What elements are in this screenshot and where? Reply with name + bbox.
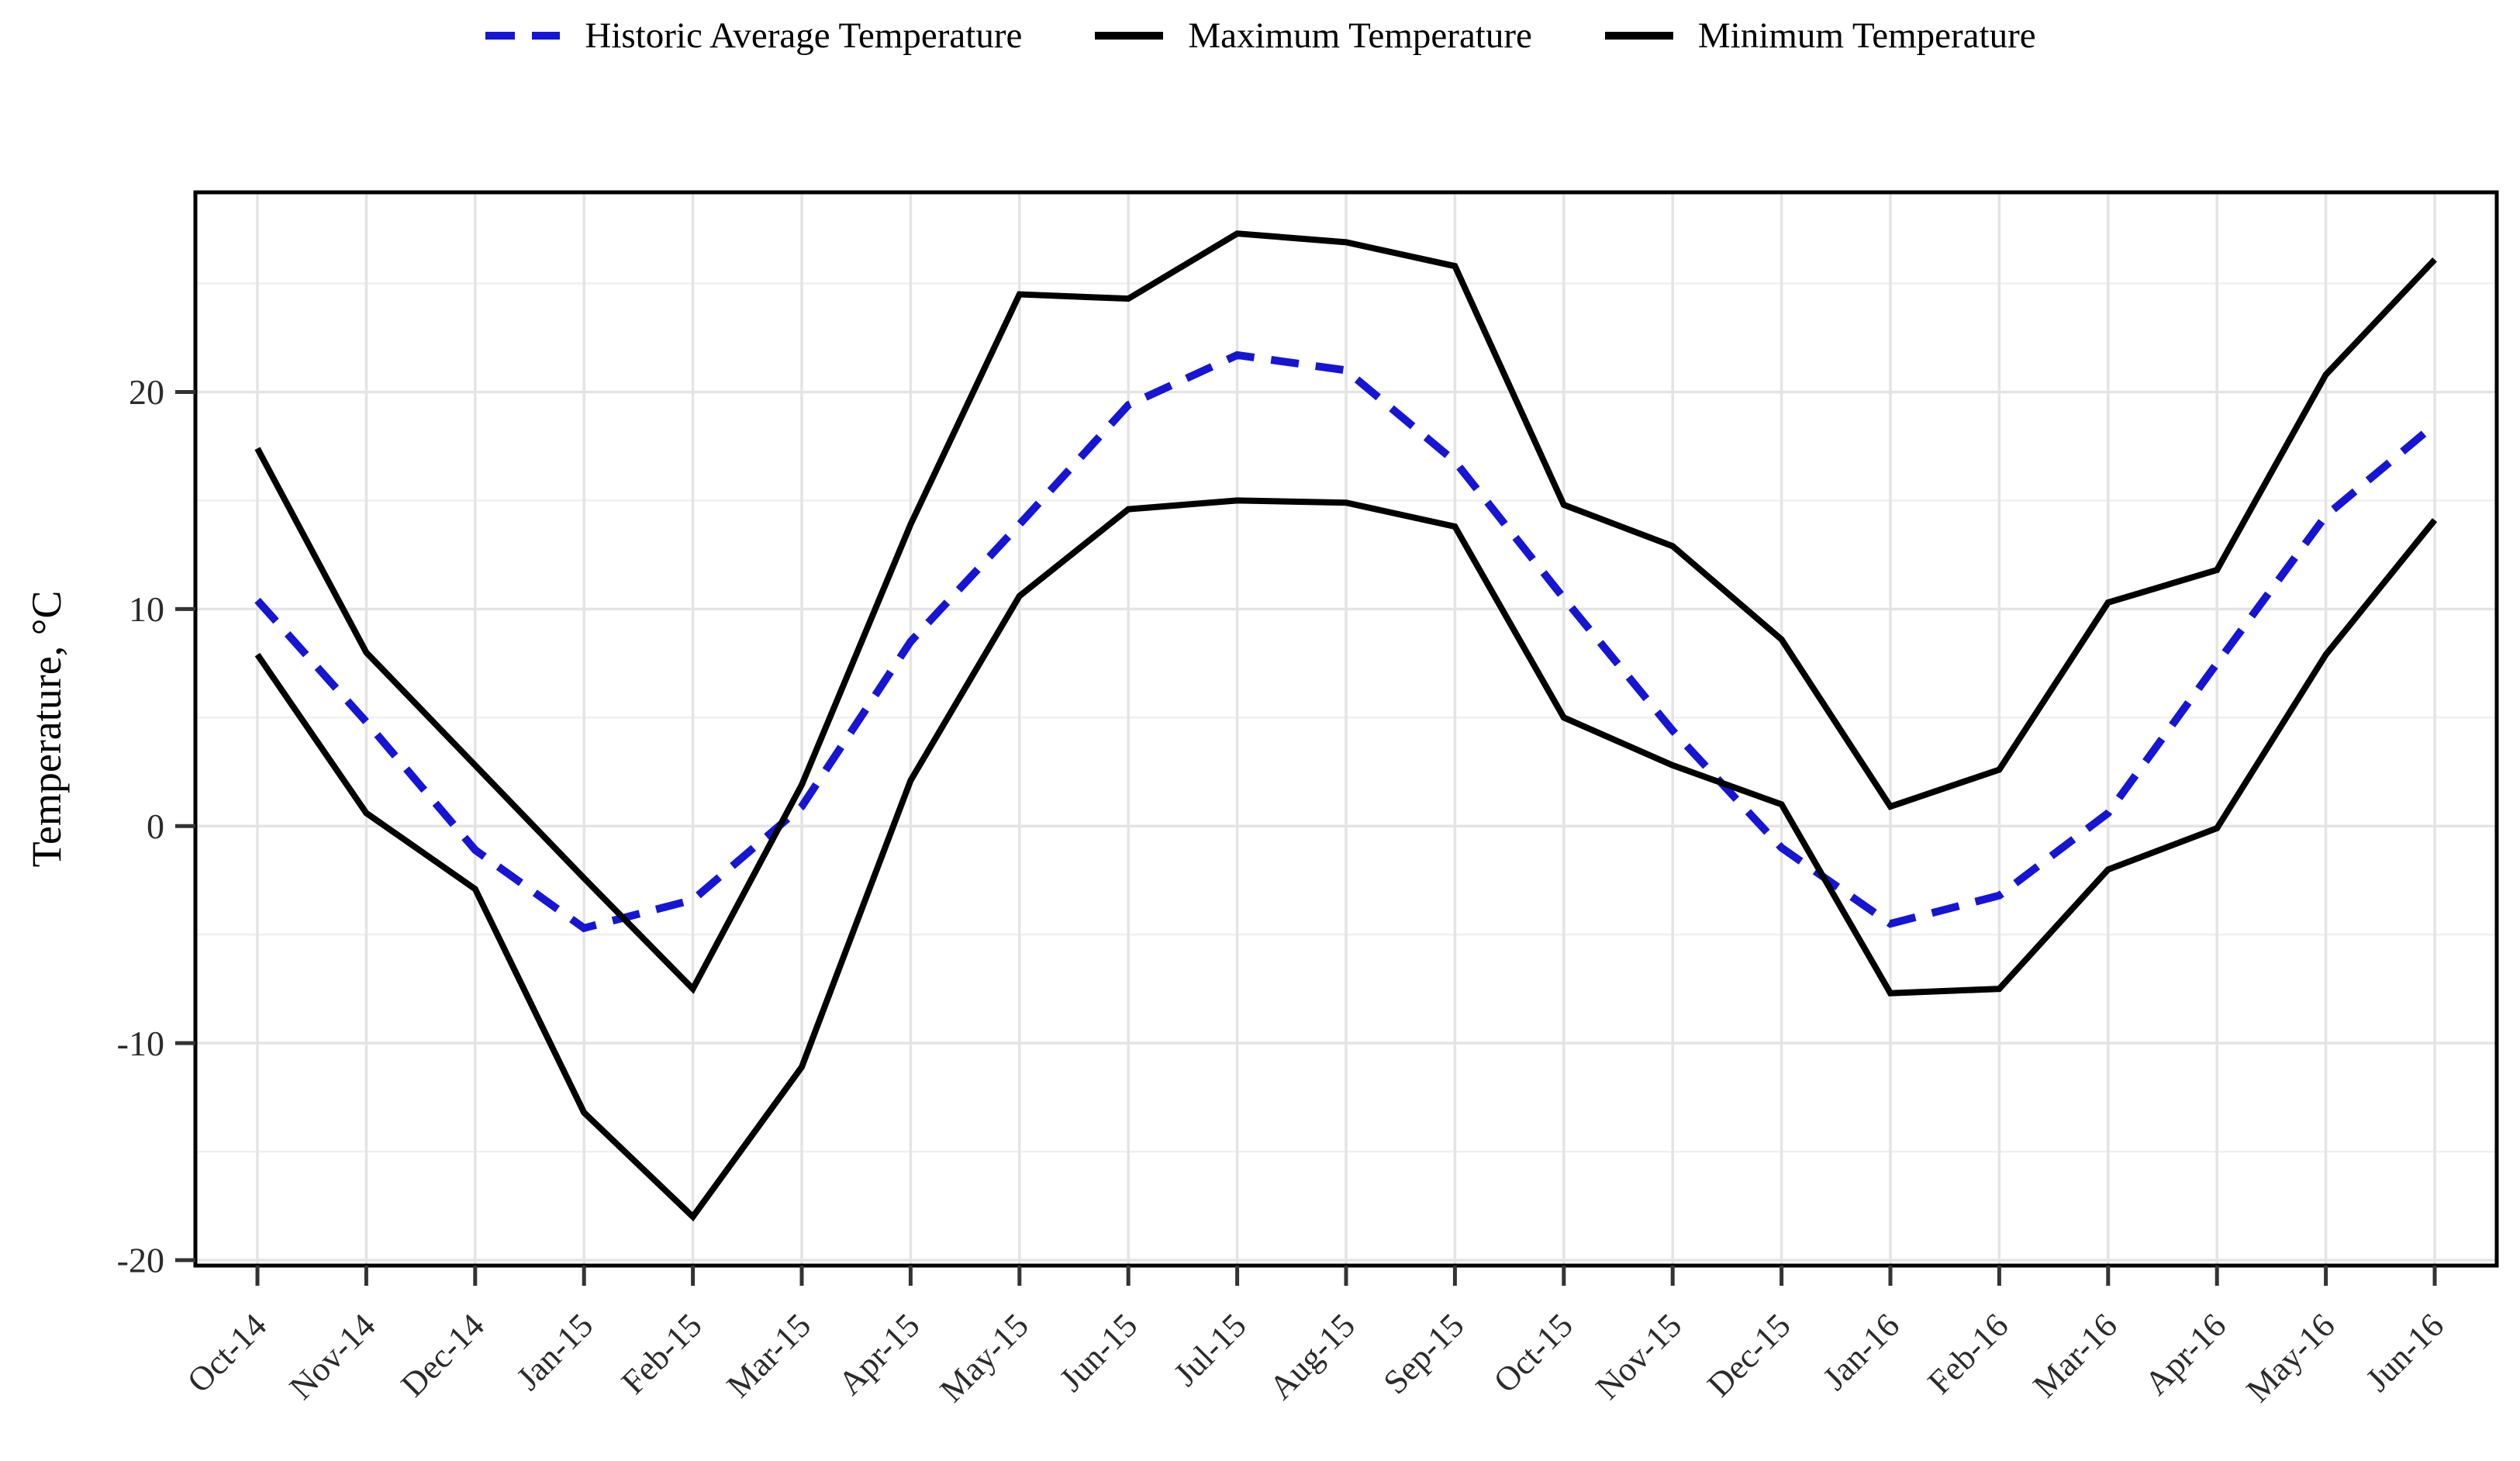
x-tick-label: Sep-15 — [1376, 1306, 1472, 1401]
x-tick-label-group: Nov-15 — [1589, 1306, 1690, 1407]
x-tick-label-group: Aug-15 — [1262, 1306, 1362, 1407]
x-tick-label: Dec-15 — [1700, 1306, 1797, 1404]
x-tick-label-group: Jun-15 — [1052, 1306, 1144, 1398]
x-tick-label: Feb-16 — [1921, 1306, 2016, 1401]
legend-label-historic-average: Historic Average Temperature — [585, 16, 1023, 56]
x-tick-label-group: Sep-15 — [1376, 1306, 1472, 1401]
x-tick-label: Apr-16 — [2137, 1306, 2233, 1402]
y-tick-label: -20 — [117, 1241, 164, 1280]
y-tick-label: 0 — [147, 806, 164, 846]
x-tick-label-group: Jan-15 — [509, 1306, 601, 1397]
x-tick-label: Jan-15 — [509, 1306, 601, 1397]
y-tick-label: 20 — [129, 372, 164, 412]
x-tick-label: Mar-16 — [2026, 1306, 2125, 1404]
legend-line-dashed-icon — [485, 32, 561, 40]
x-tick-label: Mar-15 — [720, 1306, 818, 1404]
x-tick-label-group: Feb-16 — [1921, 1306, 2016, 1401]
x-tick-label-group: Feb-15 — [614, 1306, 709, 1401]
x-tick-label: Oct-15 — [1486, 1306, 1580, 1400]
x-tick-label: Nov-15 — [1589, 1306, 1690, 1407]
x-tick-label-group: Dec-15 — [1700, 1306, 1797, 1404]
y-tick-label: -10 — [117, 1024, 164, 1063]
legend-item-minimum: Minimum Temperature — [1603, 15, 2036, 57]
x-tick-label-group: Mar-15 — [720, 1306, 818, 1404]
x-tick-label: Dec-14 — [394, 1306, 492, 1404]
x-tick-label-group: Apr-16 — [2137, 1306, 2233, 1402]
legend-line-solid-icon — [1604, 32, 1673, 40]
x-tick-label: Apr-15 — [831, 1306, 927, 1402]
x-tick-label: Jun-16 — [2359, 1306, 2451, 1398]
x-tick-label-group: Dec-14 — [394, 1306, 492, 1404]
x-tick-label: Jul-15 — [1166, 1306, 1253, 1393]
x-tick-label: May-15 — [933, 1306, 1036, 1409]
legend-item-maximum: Maximum Temperature — [1093, 15, 1532, 57]
x-tick-label-group: May-15 — [933, 1306, 1036, 1409]
series-line-maximum-temperature — [254, 230, 2437, 994]
series-line-minimum-temperature — [254, 497, 2438, 1222]
x-tick-label-group: Oct-15 — [1486, 1306, 1580, 1400]
x-tick-label: Jan-16 — [1815, 1306, 1907, 1397]
x-tick-label-group: Jun-16 — [2359, 1306, 2451, 1398]
x-tick-label-group: Oct-14 — [180, 1306, 274, 1400]
x-tick-label-group: Jul-15 — [1166, 1306, 1253, 1393]
legend-label-minimum: Minimum Temperature — [1697, 16, 2036, 56]
x-tick-label-group: Jan-16 — [1815, 1306, 1907, 1397]
x-tick-label-group: Nov-14 — [282, 1306, 383, 1407]
x-tick-label-group: Mar-16 — [2026, 1306, 2125, 1404]
legend-label-maximum: Maximum Temperature — [1188, 16, 1532, 56]
legend: Historic Average Temperature Maximum Tem… — [0, 5, 2520, 67]
y-tick-label: 10 — [129, 589, 164, 629]
x-tick-label-group: May-16 — [2239, 1306, 2342, 1409]
x-tick-label: Jun-15 — [1052, 1306, 1144, 1398]
x-tick-label: Oct-14 — [180, 1306, 274, 1400]
x-tick-label: Nov-14 — [282, 1306, 383, 1407]
x-tick-label: Aug-15 — [1262, 1306, 1362, 1407]
x-tick-label-group: Apr-15 — [831, 1306, 927, 1402]
legend-line-solid-icon — [1095, 32, 1164, 40]
x-tick-label: Feb-15 — [614, 1306, 709, 1401]
legend-item-historic-average: Historic Average Temperature — [484, 15, 1022, 57]
x-tick-label: May-16 — [2239, 1306, 2342, 1409]
